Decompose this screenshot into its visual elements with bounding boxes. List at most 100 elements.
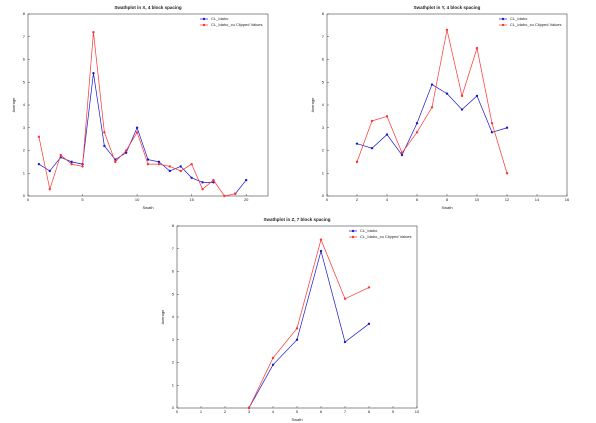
x-tick-label: 16	[565, 197, 570, 202]
series-line	[356, 84, 508, 156]
data-point	[367, 286, 371, 289]
x-tick-label: 5	[296, 409, 299, 414]
y-tick-label: 0	[322, 193, 325, 198]
x-tick-label: 12	[505, 197, 510, 202]
data-point	[370, 147, 374, 150]
data-point	[295, 338, 299, 341]
data-point	[190, 176, 193, 179]
legend-label: CL_Idaho	[211, 16, 229, 21]
series-line	[356, 29, 508, 174]
data-point	[400, 153, 404, 157]
series-line	[248, 238, 370, 409]
data-point	[319, 238, 323, 241]
data-point	[146, 162, 150, 166]
x-tick-label: 10	[415, 409, 420, 414]
legend-marker	[202, 17, 206, 21]
x-tick-label: 0	[326, 197, 329, 202]
y-tick-label: 6	[23, 57, 26, 62]
data-point	[460, 108, 464, 111]
data-point	[70, 162, 73, 166]
data-point	[271, 363, 275, 366]
y-tick-label: 5	[172, 291, 175, 296]
y-tick-label: 2	[172, 360, 175, 365]
plot-frame	[27, 13, 269, 197]
data-point	[168, 165, 172, 168]
data-point	[103, 131, 106, 134]
data-point	[48, 169, 52, 173]
legend-marker	[501, 17, 505, 21]
data-point	[244, 178, 248, 182]
data-point	[201, 181, 204, 184]
legend-marker	[202, 23, 206, 27]
data-point	[430, 83, 434, 86]
x-tick-label: 4	[386, 197, 389, 202]
y-tick-label: 3	[23, 125, 26, 130]
y-tick-label: 4	[23, 102, 26, 107]
legend-label: CL_Idaho_cu Clipped Values	[360, 234, 412, 239]
x-tick-label: 14	[535, 197, 540, 202]
y-tick-label: 6	[172, 269, 175, 274]
data-point	[146, 158, 150, 161]
chart-title: Swathplot in X, 4 block spacing	[114, 5, 182, 10]
data-point	[475, 94, 479, 98]
chart: Swathplot in X, 4 block spacing Swath Aver…	[11, 5, 269, 210]
data-point	[445, 92, 449, 95]
y-tick-label: 7	[172, 246, 175, 251]
x-tick-label: 1	[200, 409, 203, 414]
y-tick-label: 5	[23, 79, 26, 84]
legend-marker	[351, 229, 355, 233]
data-point	[124, 151, 128, 154]
data-point	[355, 142, 359, 145]
data-point	[135, 131, 139, 134]
data-point	[179, 165, 182, 168]
chart-title: Swathplot in Y, 4 block spacing	[414, 5, 481, 10]
data-point	[430, 106, 434, 109]
data-point	[505, 126, 509, 129]
data-point	[490, 131, 494, 134]
y-tick-label: 1	[322, 170, 325, 175]
data-point	[415, 122, 419, 125]
data-point	[201, 187, 204, 191]
x-tick-label: 9	[392, 409, 395, 414]
x-tick-label: 8	[368, 409, 371, 414]
data-point	[400, 151, 404, 154]
data-point	[70, 160, 73, 164]
data-point	[168, 169, 172, 173]
data-point	[271, 356, 275, 360]
data-point	[179, 169, 182, 173]
x-axis-label: Swath	[291, 417, 302, 422]
data-point	[490, 122, 494, 125]
data-point	[190, 162, 193, 166]
x-tick-label: 7	[344, 409, 347, 414]
y-tick-label: 2	[23, 148, 26, 153]
data-point	[124, 149, 128, 152]
y-tick-label: 7	[322, 34, 325, 39]
data-point	[157, 162, 161, 166]
x-tick-label: 3	[248, 409, 251, 414]
data-point	[445, 28, 449, 32]
y-tick-label: 8	[23, 11, 26, 16]
y-tick-label: 8	[172, 223, 175, 228]
x-tick-label: 2	[224, 409, 227, 414]
x-tick-label: 5	[81, 197, 84, 202]
data-point	[475, 46, 479, 50]
data-point	[367, 322, 371, 326]
y-tick-label: 5	[322, 79, 325, 84]
data-point	[135, 126, 139, 129]
data-point	[212, 178, 215, 182]
x-tick-label: 0	[27, 197, 30, 202]
plot-frame	[176, 225, 418, 409]
x-tick-label: 0	[176, 409, 179, 414]
x-axis-label: Swath	[142, 205, 153, 210]
plot-frame	[326, 13, 568, 197]
data-point	[212, 181, 215, 184]
data-point	[385, 115, 389, 118]
data-point	[92, 71, 95, 75]
data-point	[343, 340, 347, 344]
chart-title: Swathplot in Z, 7 block spacing	[263, 217, 330, 222]
y-tick-label: 0	[23, 193, 26, 198]
x-tick-label: 10	[135, 197, 140, 202]
x-tick-label: 6	[416, 197, 419, 202]
y-tick-label: 8	[322, 11, 325, 16]
